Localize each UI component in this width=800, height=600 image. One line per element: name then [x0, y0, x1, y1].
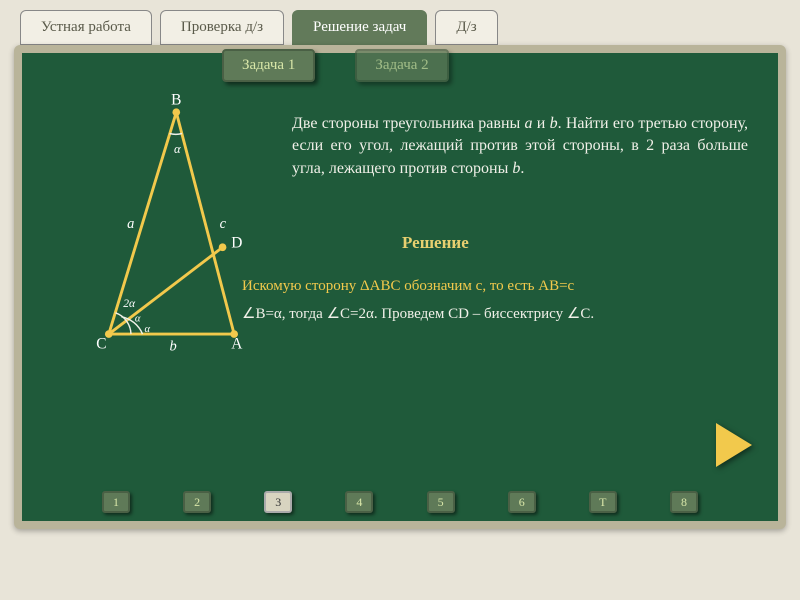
- nav-slide-3[interactable]: 3: [264, 491, 292, 513]
- slide-nav: 1 2 3 4 5 6 T 8: [102, 491, 698, 513]
- label-d: D: [231, 234, 242, 251]
- board-frame: Задача 1 Задача 2 B C A D a c: [14, 45, 786, 529]
- tab-homework-check[interactable]: Проверка д/з: [160, 10, 284, 45]
- tab-oral-work[interactable]: Устная работа: [20, 10, 152, 45]
- nav-slide-5[interactable]: 5: [427, 491, 455, 513]
- label-c: C: [96, 336, 106, 353]
- label-side-b: b: [170, 338, 177, 354]
- label-angle-alpha-b: α: [174, 142, 181, 156]
- nav-slide-6[interactable]: 6: [508, 491, 536, 513]
- label-b: B: [171, 93, 181, 109]
- tab-problem-solving[interactable]: Решение задач: [292, 10, 427, 45]
- play-next-icon[interactable]: [716, 423, 752, 467]
- triangle-diagram: B C A D a c b α 2α α α: [52, 93, 262, 363]
- label-angle-alpha-c1: α: [135, 314, 141, 325]
- subtab-problem-2[interactable]: Задача 2: [355, 49, 448, 82]
- side-a: [109, 112, 176, 334]
- problem-statement: Две стороны треугольника равны a и b. На…: [292, 113, 748, 180]
- subtab-problem-1[interactable]: Задача 1: [222, 49, 315, 82]
- tab-homework[interactable]: Д/з: [435, 10, 497, 45]
- point-d: [219, 243, 227, 251]
- label-angle-alpha-c2: α: [144, 324, 150, 335]
- nav-slide-1[interactable]: 1: [102, 491, 130, 513]
- solution-heading: Решение: [402, 233, 469, 253]
- chalkboard: Задача 1 Задача 2 B C A D a c: [22, 53, 778, 521]
- label-angle-2alpha: 2α: [123, 297, 136, 310]
- arc-angle-b: [170, 134, 183, 135]
- label-side-c: c: [220, 216, 227, 232]
- label-a: A: [231, 336, 243, 353]
- nav-slide-t[interactable]: T: [589, 491, 617, 513]
- nav-slide-2[interactable]: 2: [183, 491, 211, 513]
- nav-slide-4[interactable]: 4: [345, 491, 373, 513]
- label-side-a: a: [127, 216, 134, 232]
- solution-step-1: Искомую сторону ΔABC обозначим c, то ест…: [242, 278, 574, 295]
- nav-slide-8[interactable]: 8: [670, 491, 698, 513]
- main-tabs: Устная работа Проверка д/з Решение задач…: [0, 0, 800, 45]
- subtabs: Задача 1 Задача 2: [222, 49, 449, 82]
- point-b: [172, 108, 180, 116]
- solution-step-2: ∠B=α, тогда ∠C=2α. Проведем CD – биссект…: [242, 303, 738, 326]
